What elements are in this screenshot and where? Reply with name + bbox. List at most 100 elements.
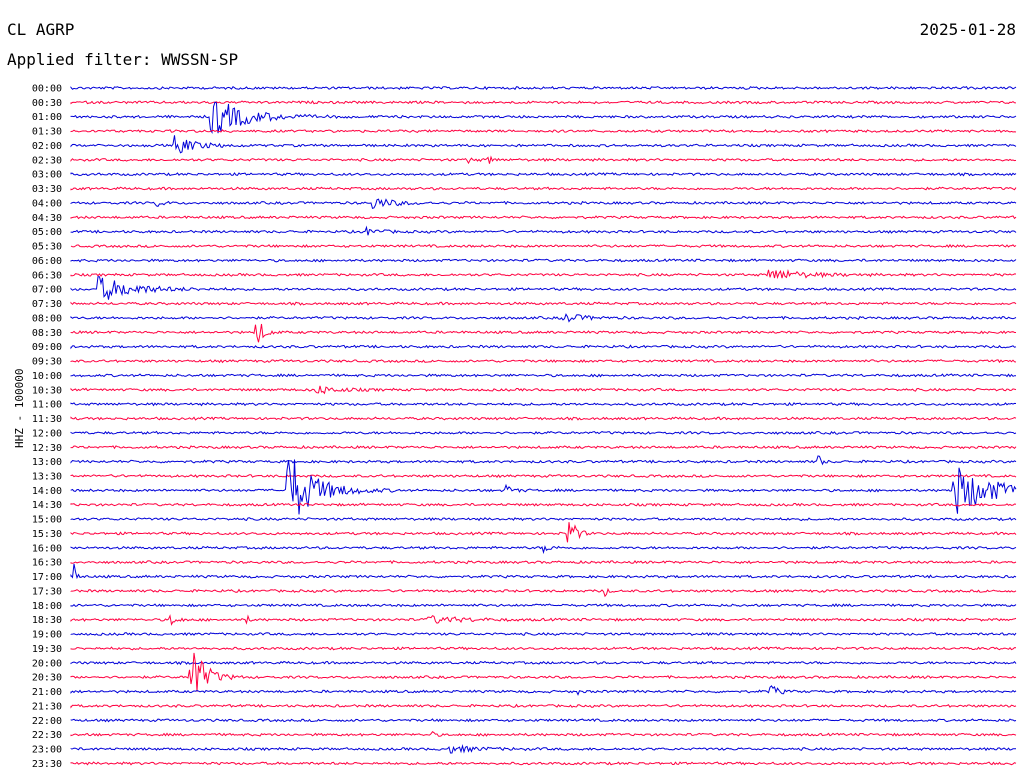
- trace-line: [70, 545, 1017, 555]
- tick-label: 22:00: [32, 716, 62, 727]
- tick-label: 21:30: [32, 701, 62, 712]
- trace-line: [70, 430, 1017, 435]
- tick-label: 20:00: [32, 658, 62, 669]
- trace-line: [70, 502, 1017, 507]
- tick-label: 13:30: [32, 471, 62, 482]
- tick-label: 06:00: [32, 256, 62, 267]
- station-name: CL AGRP: [7, 20, 75, 39]
- trace-line: [70, 614, 1017, 626]
- trace-line: [70, 685, 1017, 696]
- tick-label: 17:00: [32, 572, 62, 583]
- tick-label: 00:00: [32, 84, 62, 95]
- tick-label: 01:00: [32, 112, 62, 123]
- tick-label: 16:00: [32, 543, 62, 554]
- trace-line: [70, 258, 1017, 263]
- tick-label: 04:30: [32, 213, 62, 224]
- trace-line: [70, 155, 1017, 165]
- tick-label: 03:00: [32, 170, 62, 181]
- tick-label: 11:30: [32, 414, 62, 425]
- trace-line: [70, 385, 1017, 395]
- trace-line: [70, 455, 1017, 466]
- trace-line: [70, 522, 1017, 543]
- tick-label: 01:30: [32, 127, 62, 138]
- trace-line: [70, 660, 1017, 666]
- trace-line: [70, 215, 1017, 220]
- tick-label: 03:30: [32, 184, 62, 195]
- trace-line: [70, 646, 1017, 651]
- trace-line: [70, 359, 1017, 364]
- tick-label: 05:00: [32, 227, 62, 238]
- tick-label: 05:30: [32, 242, 62, 253]
- tick-label: 02:30: [32, 155, 62, 166]
- tick-label: 14:30: [32, 500, 62, 511]
- tick-label: 12:00: [32, 428, 62, 439]
- tick-label: 14:00: [32, 486, 62, 497]
- trace-line: [70, 517, 1017, 522]
- tick-label: 17:30: [32, 586, 62, 597]
- tick-label: 06:30: [32, 270, 62, 281]
- trace-line: [70, 129, 1017, 134]
- trace-line: [70, 703, 1017, 709]
- tick-label: 16:30: [32, 558, 62, 569]
- trace-line: [70, 473, 1017, 479]
- trace-line: [70, 587, 1017, 598]
- trace-line: [70, 301, 1017, 306]
- tick-label: 15:30: [32, 529, 62, 540]
- trace-line: [70, 560, 1017, 565]
- filter-label: Applied filter: WWSSN-SP: [7, 50, 239, 69]
- trace-line: [70, 172, 1017, 177]
- tick-label: 18:30: [32, 615, 62, 626]
- tick-label: 11:00: [32, 400, 62, 411]
- tick-label: 02:00: [32, 141, 62, 152]
- trace-line: [70, 85, 1017, 91]
- tick-label: 09:30: [32, 357, 62, 368]
- trace-line: [70, 268, 1017, 280]
- tick-label: 23:30: [32, 759, 62, 770]
- trace-line: [70, 761, 1017, 766]
- trace-line: [70, 459, 1017, 515]
- tick-label: 22:30: [32, 730, 62, 741]
- tick-label: 23:00: [32, 745, 62, 756]
- trace-line: [70, 101, 1017, 134]
- trace-line: [70, 652, 1017, 692]
- trace-line: [70, 632, 1017, 637]
- trace-line: [70, 276, 1017, 300]
- tick-label: 15:00: [32, 515, 62, 526]
- tick-label: 04:00: [32, 198, 62, 209]
- date-label: 2025-01-28: [919, 20, 1016, 39]
- trace-line: [70, 416, 1017, 421]
- trace-line: [70, 186, 1017, 191]
- tick-label: 19:00: [32, 630, 62, 641]
- trace-line: [70, 744, 1016, 754]
- tick-label: 20:30: [32, 673, 62, 684]
- tick-label: 09:00: [32, 342, 62, 353]
- tick-label: 13:00: [32, 457, 62, 468]
- tick-label: 10:30: [32, 385, 62, 396]
- tick-label: 08:30: [32, 328, 62, 339]
- trace-line: [70, 135, 1017, 154]
- trace-line: [70, 225, 1017, 236]
- tick-label: 07:30: [32, 299, 62, 310]
- tick-label: 18:00: [32, 601, 62, 612]
- trace-line: [70, 445, 1017, 450]
- trace-line: [70, 198, 1017, 210]
- tick-label: 00:30: [32, 98, 62, 109]
- tick-label: 10:00: [32, 371, 62, 382]
- trace-line: [70, 100, 1017, 105]
- tick-label: 21:00: [32, 687, 62, 698]
- trace-line: [70, 603, 1017, 608]
- trace-line: [70, 731, 1017, 737]
- tick-label: 19:30: [32, 644, 62, 655]
- trace-line: [70, 373, 1016, 378]
- trace-line: [70, 344, 1017, 350]
- trace-line: [70, 243, 1017, 249]
- trace-line: [70, 313, 1017, 323]
- trace-line: [70, 323, 1016, 343]
- trace-line: [70, 402, 1017, 407]
- tick-label: 08:00: [32, 313, 62, 324]
- trace-line: [70, 718, 1017, 723]
- tick-label: 12:30: [32, 443, 62, 454]
- tick-label: 07:00: [32, 285, 62, 296]
- trace-line: [70, 563, 1017, 580]
